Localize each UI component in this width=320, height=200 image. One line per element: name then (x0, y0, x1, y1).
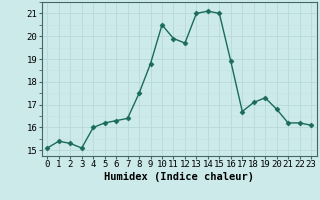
X-axis label: Humidex (Indice chaleur): Humidex (Indice chaleur) (104, 172, 254, 182)
